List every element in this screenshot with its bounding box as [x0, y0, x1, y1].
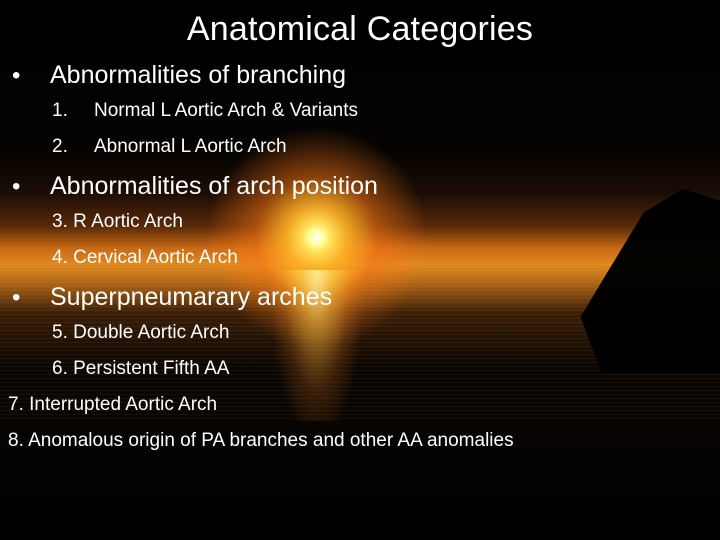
- slide-title: Anatomical Categories: [8, 10, 712, 49]
- list-item: 6. Persistent Fifth AA: [52, 358, 712, 380]
- bullet-icon: •: [8, 286, 50, 310]
- list-item: 4. Cervical Aortic Arch: [52, 247, 712, 269]
- item-label: Abnormal L Aortic Arch: [94, 136, 287, 158]
- category-label: Abnormalities of arch position: [50, 172, 378, 201]
- list-item: 3. R Aortic Arch: [52, 211, 712, 233]
- category-row: • Abnormalities of branching: [8, 61, 712, 90]
- item-label: 3. R Aortic Arch: [52, 211, 183, 233]
- item-number: 1.: [52, 100, 94, 122]
- list-item: 1. Normal L Aortic Arch & Variants: [52, 100, 712, 122]
- item-label: 6. Persistent Fifth AA: [52, 358, 229, 380]
- category-label: Abnormalities of branching: [50, 61, 346, 90]
- bullet-icon: •: [8, 175, 50, 199]
- category-row: • Abnormalities of arch position: [8, 172, 712, 201]
- bullet-icon: •: [8, 64, 50, 88]
- list-item: 2. Abnormal L Aortic Arch: [52, 136, 712, 158]
- item-label: 4. Cervical Aortic Arch: [52, 247, 238, 269]
- list-item: 7. Interrupted Aortic Arch: [8, 394, 712, 416]
- slide-content: Anatomical Categories • Abnormalities of…: [0, 0, 720, 540]
- item-number: 2.: [52, 136, 94, 158]
- category-label: Superpneumarary arches: [50, 283, 332, 312]
- item-label: 5. Double Aortic Arch: [52, 322, 229, 344]
- list-item: 8. Anomalous origin of PA branches and o…: [8, 430, 712, 452]
- item-label: Normal L Aortic Arch & Variants: [94, 100, 358, 122]
- list-item: 5. Double Aortic Arch: [52, 322, 712, 344]
- category-row: • Superpneumarary arches: [8, 283, 712, 312]
